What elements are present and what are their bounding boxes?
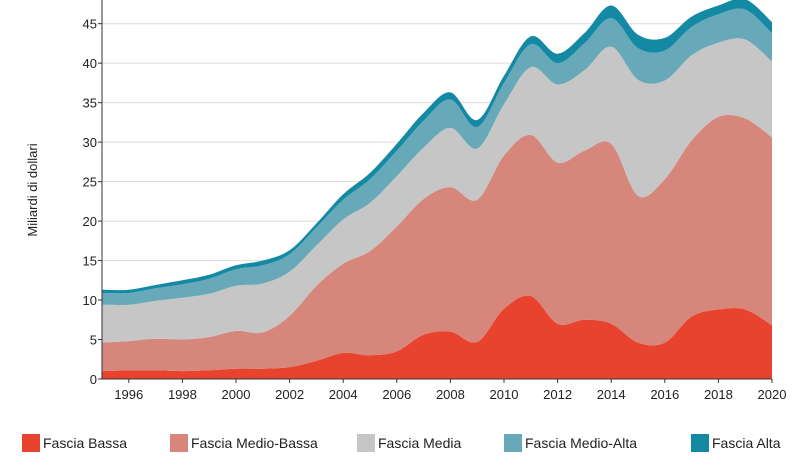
legend-swatch xyxy=(170,434,188,452)
x-tick-label: 2000 xyxy=(222,387,251,402)
y-tick-label: 30 xyxy=(83,135,97,150)
legend-label: Fascia Medio-Bassa xyxy=(191,435,318,451)
area-fascia-medio-bassa xyxy=(102,114,772,372)
x-tick-label: 2006 xyxy=(382,387,411,402)
legend-label: Fascia Medio-Alta xyxy=(525,435,638,451)
area-fascia-media xyxy=(102,38,772,343)
legend-item-fascia-medio-bassa: Fascia Medio-Bassa xyxy=(170,434,318,452)
stacked-area-chart: 0 5 10 15 20 25 30 35 40 45 1996 1998 2000 2002 2004 20… xyxy=(25,0,787,402)
legend-label: Fascia Alta xyxy=(712,435,781,451)
y-tick-label: 15 xyxy=(83,254,97,269)
legend-swatch xyxy=(22,434,40,452)
area-fascia-bassa xyxy=(102,295,772,379)
y-tick-label: 0 xyxy=(90,372,97,387)
x-tick-label: 2008 xyxy=(436,387,465,402)
x-tick-label: 2004 xyxy=(329,387,358,402)
x-tick-label: 2018 xyxy=(704,387,733,402)
y-tick-label: 40 xyxy=(83,56,97,71)
x-tick-label: 2012 xyxy=(543,387,572,402)
x-tick-label: 2002 xyxy=(275,387,304,402)
x-tick-label: 2016 xyxy=(650,387,679,402)
y-tick-label: 35 xyxy=(83,96,97,111)
legend-item-fascia-medio-alta: Fascia Medio-Alta xyxy=(504,434,637,452)
chart-legend: Fascia Bassa Fascia Medio-Bassa Fascia Med… xyxy=(0,432,796,458)
x-tick-label: 2020 xyxy=(758,387,787,402)
legend-label: Fascia Media xyxy=(378,435,462,451)
y-axis-label: Miliardi di dollari xyxy=(25,143,40,236)
legend-swatch xyxy=(691,434,709,452)
y-tick-label: 10 xyxy=(83,293,97,308)
y-tick-label: 20 xyxy=(83,214,97,229)
y-tick-label: 45 xyxy=(83,17,97,32)
x-tick-label: 1998 xyxy=(168,387,197,402)
y-tick-label: 25 xyxy=(83,175,97,190)
areas xyxy=(102,0,772,379)
legend-swatch xyxy=(504,434,522,452)
legend-label: Fascia Bassa xyxy=(43,435,128,451)
legend-item-fascia-alta: Fascia Alta xyxy=(691,434,780,452)
area-fascia-medio-alta xyxy=(102,8,772,306)
x-tick-label: 2010 xyxy=(490,387,519,402)
x-tick-label: 1996 xyxy=(114,387,143,402)
y-tick-label: 5 xyxy=(90,333,97,348)
legend-item-fascia-media: Fascia Media xyxy=(357,434,461,452)
x-tick-label: 2014 xyxy=(597,387,626,402)
legend-swatch xyxy=(357,434,375,452)
legend-item-fascia-bassa: Fascia Bassa xyxy=(22,434,127,452)
